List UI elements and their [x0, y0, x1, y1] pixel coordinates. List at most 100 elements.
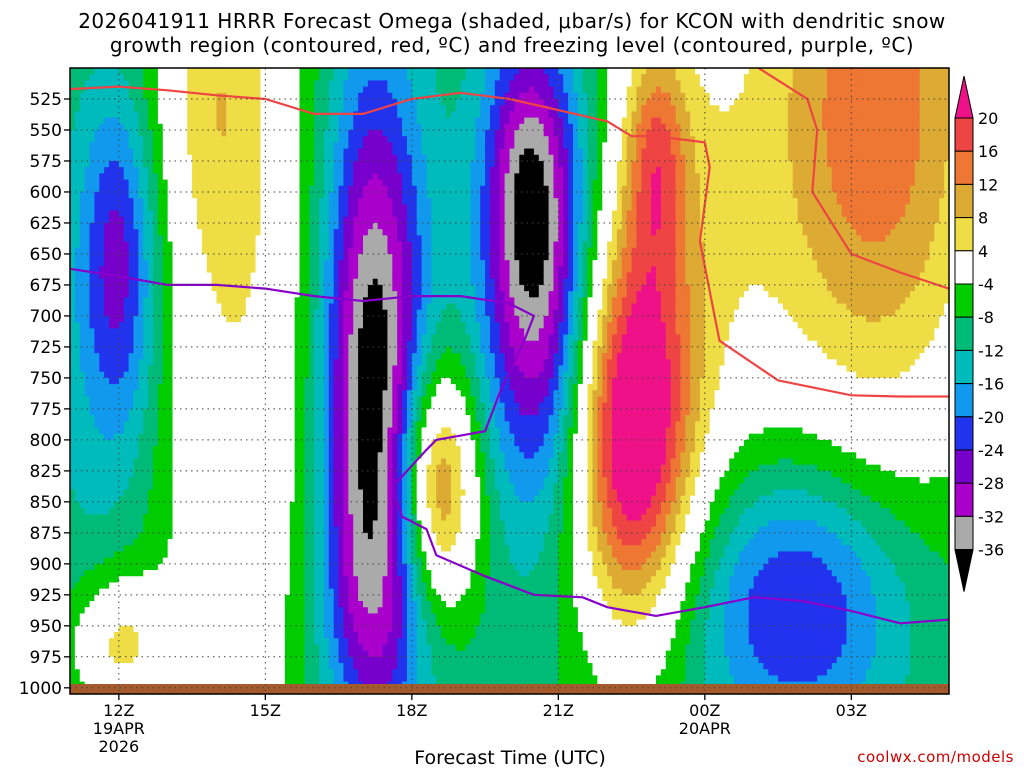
omega-cell — [129, 80, 134, 87]
omega-cell — [231, 322, 236, 329]
omega-cell — [163, 335, 168, 342]
omega-cell — [90, 105, 95, 112]
omega-cell — [138, 390, 143, 397]
omega-cell — [70, 229, 75, 236]
omega-cell — [226, 80, 231, 87]
omega-cell — [138, 347, 143, 354]
omega-cell — [104, 254, 109, 261]
omega-cell — [80, 372, 85, 379]
omega-cell — [143, 570, 148, 577]
omega-cell — [192, 291, 197, 298]
omega-cell — [104, 335, 109, 342]
omega-cell — [158, 421, 163, 428]
omega-cell — [148, 118, 153, 125]
omega-cell — [138, 68, 143, 75]
omega-cell — [187, 458, 192, 465]
omega-cell — [217, 316, 222, 323]
omega-cell — [246, 675, 251, 682]
omega-cell — [138, 223, 143, 230]
omega-cell — [94, 613, 99, 620]
omega-cell — [251, 520, 256, 527]
omega-cell — [168, 105, 173, 112]
omega-cell — [231, 335, 236, 342]
omega-cell — [192, 254, 197, 261]
omega-cell — [90, 489, 95, 496]
omega-cell — [226, 105, 231, 112]
omega-cell — [231, 452, 236, 459]
omega-cell — [129, 601, 134, 608]
omega-cell — [94, 347, 99, 354]
omega-cell — [177, 502, 182, 509]
omega-cell — [90, 291, 95, 298]
omega-cell — [173, 273, 178, 280]
omega-cell — [109, 644, 114, 651]
omega-cell — [246, 471, 251, 478]
omega-cell — [241, 644, 246, 651]
omega-cell — [177, 427, 182, 434]
omega-cell — [197, 533, 202, 540]
omega-cell — [192, 669, 197, 676]
omega-cell — [80, 675, 85, 682]
omega-cell — [90, 638, 95, 645]
omega-cell — [85, 99, 90, 106]
omega-cell — [143, 353, 148, 360]
omega-cell — [85, 570, 90, 577]
omega-cell — [129, 99, 134, 106]
omega-cell — [75, 446, 80, 453]
omega-cell — [256, 675, 261, 682]
omega-cell — [197, 149, 202, 156]
omega-cell — [187, 328, 192, 335]
omega-cell — [143, 502, 148, 509]
omega-cell — [85, 192, 90, 199]
omega-cell — [197, 273, 202, 280]
omega-cell — [99, 173, 104, 180]
omega-cell — [138, 80, 143, 87]
omega-cell — [241, 551, 246, 558]
omega-cell — [177, 254, 182, 261]
omega-cell — [90, 477, 95, 484]
omega-cell — [124, 582, 129, 589]
omega-cell — [187, 576, 192, 583]
omega-cell — [236, 359, 241, 366]
omega-cell — [129, 366, 134, 373]
omega-cell — [80, 297, 85, 304]
omega-cell — [99, 440, 104, 447]
omega-cell — [138, 595, 143, 602]
omega-cell — [260, 378, 265, 385]
omega-cell — [80, 415, 85, 422]
omega-cell — [163, 328, 168, 335]
omega-cell — [99, 180, 104, 187]
omega-cell — [109, 359, 114, 366]
omega-cell — [226, 366, 231, 373]
omega-cell — [99, 632, 104, 639]
omega-cell — [138, 403, 143, 410]
omega-cell — [80, 248, 85, 255]
omega-cell — [177, 452, 182, 459]
omega-cell — [256, 483, 261, 490]
omega-cell — [94, 173, 99, 180]
omega-cell — [251, 111, 256, 118]
omega-cell — [236, 421, 241, 428]
omega-cell — [226, 297, 231, 304]
omega-cell — [143, 601, 148, 608]
omega-cell — [251, 204, 256, 211]
omega-cell — [207, 366, 212, 373]
omega-cell — [158, 359, 163, 366]
omega-cell — [217, 409, 222, 416]
omega-cell — [99, 545, 104, 552]
omega-cell — [119, 229, 124, 236]
omega-cell — [104, 409, 109, 416]
omega-cell — [226, 409, 231, 416]
omega-cell — [251, 397, 256, 404]
omega-cell — [265, 297, 270, 304]
omega-cell — [168, 142, 173, 149]
omega-cell — [163, 347, 168, 354]
omega-cell — [236, 322, 241, 329]
omega-cell — [104, 211, 109, 218]
omega-cell — [202, 539, 207, 546]
omega-cell — [265, 254, 270, 261]
omega-cell — [256, 130, 261, 137]
omega-cell — [241, 316, 246, 323]
omega-cell — [246, 366, 251, 373]
omega-cell — [75, 111, 80, 118]
